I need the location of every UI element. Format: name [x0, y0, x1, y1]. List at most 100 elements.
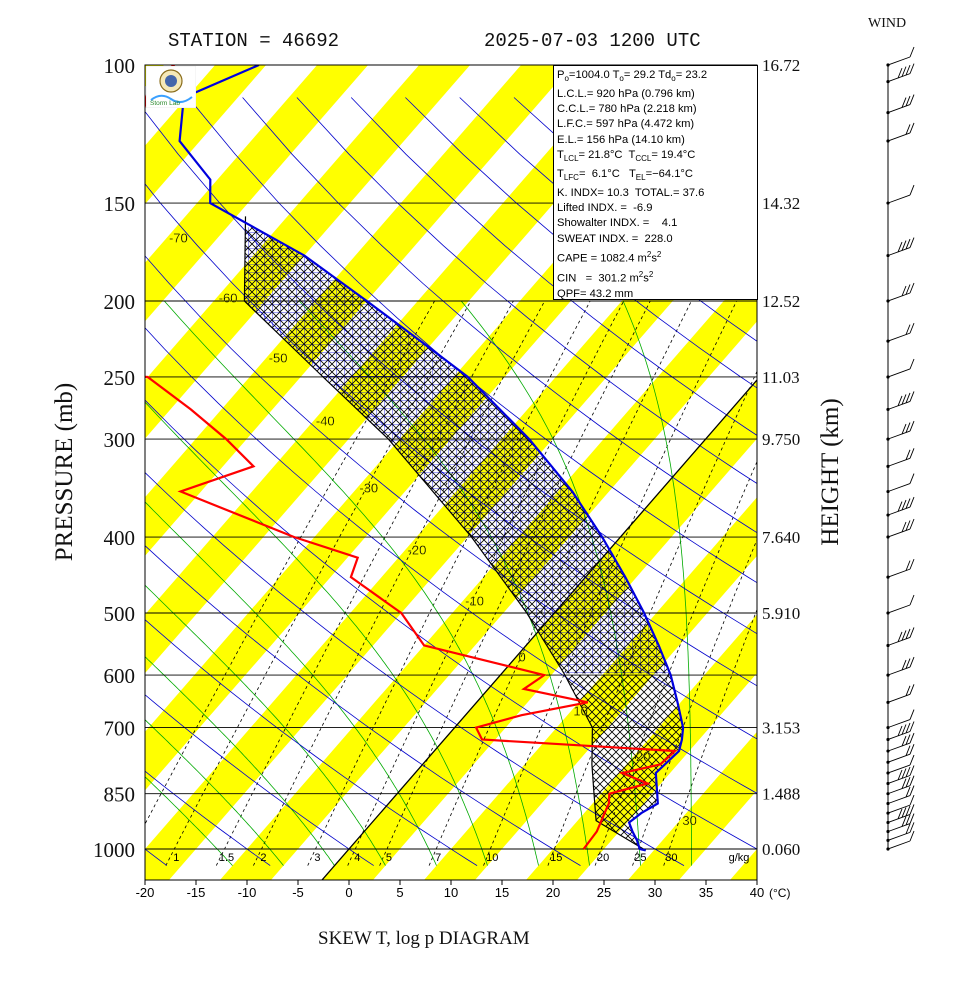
wind-column-title: WIND [868, 16, 907, 31]
wind-barb-shaft [887, 840, 911, 850]
wind-barb-shaft [887, 753, 911, 763]
isotherm-label: -40 [316, 413, 335, 428]
wind-barb-shaft [887, 194, 911, 204]
mixing-ratio-label: 4 [354, 852, 360, 864]
wind-barb-feather [901, 499, 907, 511]
wind-barb-feather [905, 392, 911, 404]
dry-adiabat [145, 848, 168, 866]
wind-barb-feather [909, 754, 915, 766]
wind-barb-feather [909, 775, 915, 786]
mixing-ratio-label: 1 [173, 852, 179, 864]
wind-barb-feather [909, 765, 915, 776]
wind-barb-feather [905, 776, 911, 788]
wind-barb-feather [901, 778, 907, 789]
isotherm-band [145, 65, 471, 439]
info-lcl: L.C.L.= 920 hPa (0.796 km) [557, 87, 695, 100]
x-tick-label: -10 [238, 885, 257, 900]
mixing-ratio-label: 2 [260, 852, 266, 864]
isotherm-label: 20 [636, 749, 650, 764]
wind-level-dot [886, 820, 890, 825]
wind-barb-feather [909, 558, 915, 570]
wind-barb-feather [905, 722, 911, 734]
wind-level-dot [886, 771, 890, 775]
wind-barb-feather [909, 744, 915, 755]
isotherm-label: 0 [519, 649, 526, 664]
height-label: 3.153 [762, 719, 800, 738]
info-sweat: SWEAT INDX. = 228.0 [557, 232, 673, 245]
isotherm-label: -60 [219, 291, 238, 306]
info-cin: CIN = 301.2 m2s2 [557, 270, 654, 286]
info-showalter: Showalter INDX. = 4.1 [557, 217, 678, 230]
x-axis-unit: (°C) [769, 886, 790, 900]
mixing-ratio-label: 30 [665, 852, 677, 864]
moist-adiabat [164, 300, 539, 866]
wind-barb-feather [901, 97, 907, 108]
wind-barb-shaft [887, 430, 911, 440]
moist-adiabat [622, 300, 692, 866]
wind-barb-shaft [887, 332, 911, 342]
wind-barb-shaft [887, 742, 911, 752]
isotherm-band [145, 65, 165, 87]
wind-barb-feather [909, 282, 915, 294]
mixing-ratio-label: 20 [597, 852, 609, 864]
wind-level-dot [886, 611, 890, 615]
wind-barb-feather [909, 684, 915, 695]
isotherm-label: -30 [359, 481, 378, 496]
wind-barb-shaft [887, 666, 911, 676]
wind-barb-feather [909, 785, 915, 796]
wind-barb-feather [905, 805, 911, 817]
height-label: 16.72 [762, 56, 800, 75]
wind-barb-feather [897, 808, 903, 820]
wind-barb-feather [909, 627, 915, 638]
wind-level-dot [886, 749, 890, 753]
logo: Storm Lab [145, 65, 197, 109]
dry-adiabat [145, 472, 685, 866]
isotherm-band [145, 65, 369, 322]
wind-barb-feather [909, 804, 915, 815]
pressure-label-250: 250 [104, 366, 136, 390]
wind-barb-feather [901, 768, 907, 779]
info-el: E.L.= 156 hPa (14.10 km) [557, 133, 685, 146]
height-label: 11.03 [762, 368, 800, 387]
dry-adiabat [786, 98, 960, 866]
wind-barb-feather [905, 124, 911, 135]
mixing-ratio-line [165, 300, 472, 866]
wind-barb-feather [897, 67, 903, 79]
wind-barb-feather [909, 794, 915, 806]
mixing-ratio-label: 1.5 [219, 852, 234, 864]
wind-barb-feather [905, 560, 911, 571]
wind-barb-feather [909, 830, 915, 842]
wind-barb-feather [897, 241, 903, 253]
wind-barb-feather [905, 64, 911, 76]
isotherm-band [628, 731, 757, 880]
wind-barb-feather [905, 95, 911, 107]
x-tick-label: 15 [495, 885, 509, 900]
wind-barb-feather [909, 237, 915, 248]
height-label: 7.640 [762, 528, 800, 547]
wind-barb-feather [901, 66, 907, 77]
wind-barb-feather [901, 630, 907, 641]
pressure-label-200: 200 [104, 290, 136, 314]
mixing-ratio-label: 7 [435, 852, 441, 864]
wind-barb-shaft [887, 568, 911, 578]
wind-barb-shaft [887, 132, 911, 142]
wind-barb-feather [901, 807, 907, 818]
isotherm-label: 10 [573, 704, 587, 719]
svg-text:Storm Lab: Storm Lab [150, 100, 180, 107]
wind-barb-shaft [887, 368, 911, 378]
wind-barb-feather [901, 724, 907, 735]
isotherm-label: 30 [682, 813, 696, 828]
cape-area-hatch [244, 227, 670, 674]
wind-barb-feather [905, 324, 911, 335]
wind-barb-feather [905, 685, 911, 696]
mixing-ratio-line [663, 608, 757, 866]
wind-barb-shaft [887, 483, 911, 492]
pressure-label-600: 600 [104, 664, 136, 688]
info-k-total: K. INDX= 10.3 TOTAL.= 37.6 [557, 186, 705, 199]
wind-barb-feather [901, 240, 907, 251]
wind-barb-feather [905, 734, 911, 745]
pressure-label-500: 500 [104, 602, 136, 626]
wind-barb-shaft [887, 457, 911, 467]
isotherm-label: -20 [408, 543, 427, 558]
mixing-ratio-label: 15 [550, 852, 562, 864]
